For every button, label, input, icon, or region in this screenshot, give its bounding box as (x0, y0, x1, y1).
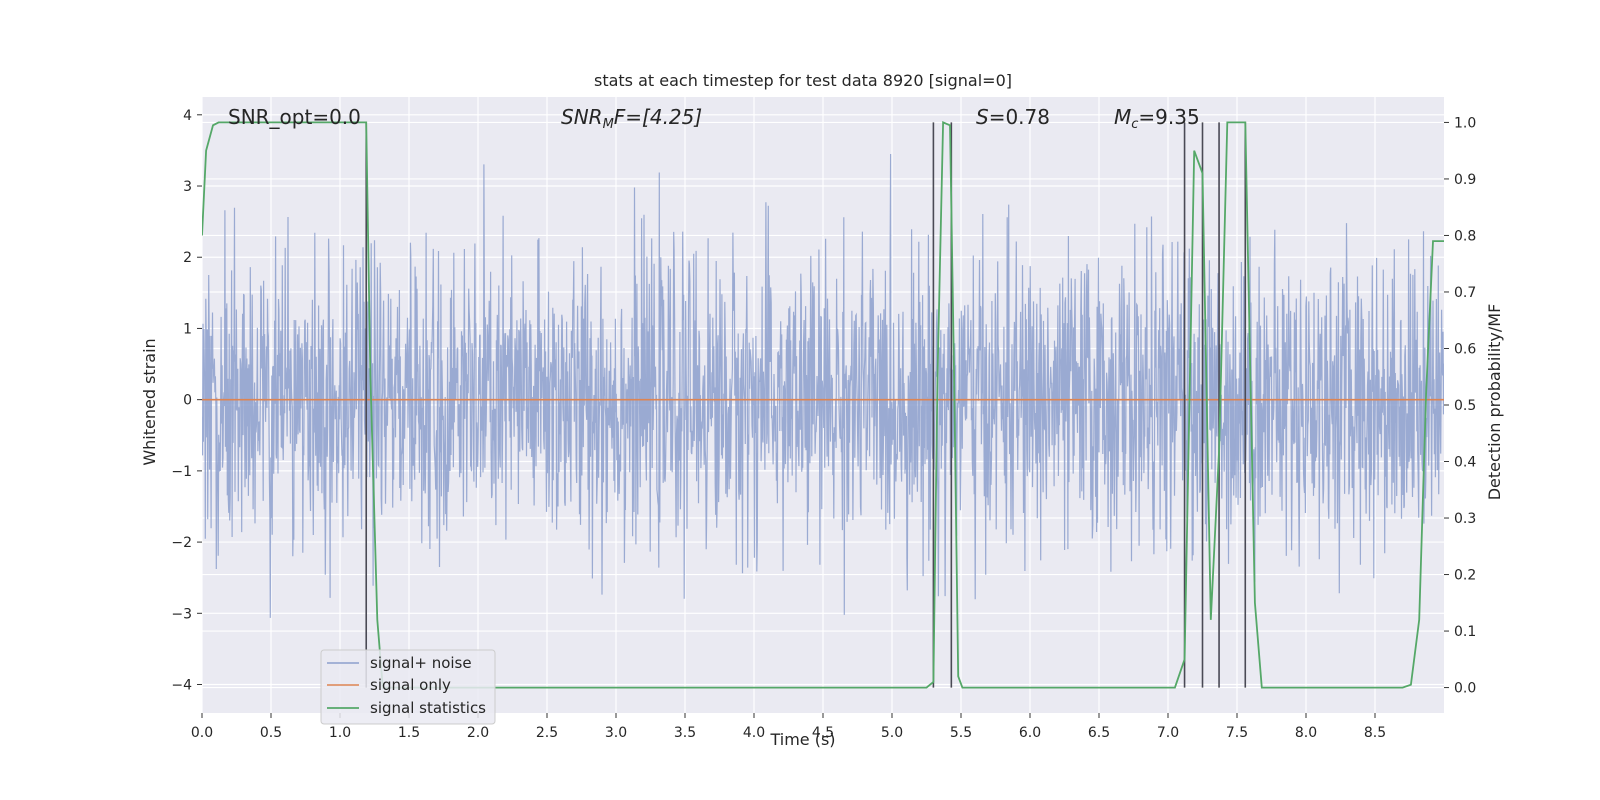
annotation-mc: Mc=9.35 (1114, 105, 1200, 132)
x-tick-label: 8.5 (1364, 725, 1386, 741)
x-tick-label: 7.0 (1157, 725, 1179, 741)
y2-tick-label: 1.0 (1454, 115, 1476, 131)
y-gridlines (202, 114, 1444, 686)
series-signal-statistics-line (202, 121, 1444, 689)
x-tick-label: 0.5 (260, 725, 282, 741)
y-axis-label: Whitened strain (140, 338, 159, 465)
annotation-mc-symbol: M (1114, 105, 1131, 129)
y2-tick-label: 0.4 (1454, 455, 1476, 471)
annotation-s-symbol: S (976, 105, 989, 129)
y2-tick-label: 0.8 (1454, 228, 1476, 244)
x-tick-label: 7.5 (1226, 725, 1248, 741)
y2-axis-label: Detection probability/MF (1485, 304, 1504, 501)
x-tick-label: 8.0 (1295, 725, 1317, 741)
legend-label-signal-statistics: signal statistics (370, 699, 486, 717)
annotation-mc-subscript: c (1131, 117, 1138, 132)
chart-title: stats at each timestep for test data 892… (594, 71, 1012, 90)
x-axis-label: Time (s) (769, 730, 835, 749)
annotation-snr-opt: SNR_opt=0.0 (228, 105, 361, 129)
y-axis-ticks: −4 −3 −2 −1 0 1 2 3 4 (171, 108, 202, 694)
y-tick-label: 1 (183, 321, 192, 337)
y-tick-label: −4 (171, 678, 192, 694)
x-tick-label: 4.0 (743, 725, 765, 741)
y2-tick-label: 0.9 (1454, 172, 1476, 188)
annotation-mc-value: =9.35 (1138, 105, 1199, 129)
x-tick-label: 3.5 (674, 725, 696, 741)
annotation-s-value: =0.78 (989, 105, 1050, 129)
x-axis-ticks: 0.0 0.5 1.0 1.5 2.0 2.5 3.0 3.5 4.0 4.5 5.0 5.5 6.0 6… (191, 713, 1386, 741)
y2-tick-label: 0.3 (1454, 511, 1476, 527)
y2-tick-label: 0.0 (1454, 681, 1476, 697)
x-tick-label: 2.5 (536, 725, 558, 741)
y-tick-label: −2 (171, 535, 192, 551)
annotation-snr-mf: SNRMF=[4.25] (561, 105, 702, 132)
y2-tick-label: 0.5 (1454, 398, 1476, 414)
y2-tick-label: 0.7 (1454, 285, 1476, 301)
legend-label-signal-noise: signal+ noise (370, 654, 472, 672)
y-tick-label: 2 (183, 250, 192, 266)
x-tick-label: 1.5 (398, 725, 420, 741)
x-tick-label: 6.5 (1088, 725, 1110, 741)
y2-tick-label: 0.6 (1454, 341, 1476, 357)
x-tick-label: 4.5 (812, 725, 834, 741)
y2-axis-ticks: 0.0 0.1 0.2 0.3 0.4 0.5 0.6 0.7 0.8 0.9 1.0 (1444, 115, 1476, 697)
x-tick-label: 3.0 (605, 725, 627, 741)
annotation-snr-mf-symbol: SNR (561, 105, 603, 129)
x-tick-label: 5.5 (950, 725, 972, 741)
annotation-s: S=0.78 (976, 105, 1050, 129)
y-tick-label: −1 (171, 464, 192, 480)
legend-box (320, 649, 496, 725)
y-tick-label: −3 (171, 606, 192, 622)
x-tick-label: 2.0 (467, 725, 489, 741)
series-signal-noise-line (202, 153, 1444, 618)
legend: signal+ noise signal only signal statist… (320, 649, 496, 725)
x-tick-label: 6.0 (1019, 725, 1041, 741)
y-tick-label: 0 (183, 393, 192, 409)
annotation-snr-mf-subscript: M (603, 117, 614, 132)
annotation-snr-mf-value: F=[4.25] (614, 105, 702, 129)
y2-tick-label: 0.2 (1454, 568, 1476, 584)
y-tick-label: 3 (183, 179, 192, 195)
x-tick-label: 1.0 (329, 725, 351, 741)
y-tick-label: 4 (183, 108, 192, 124)
x-tick-label: 0.0 (191, 725, 213, 741)
y2-tick-label: 0.1 (1454, 624, 1476, 640)
x-tick-label: 5.0 (881, 725, 903, 741)
legend-label-signal-only: signal only (370, 676, 451, 694)
